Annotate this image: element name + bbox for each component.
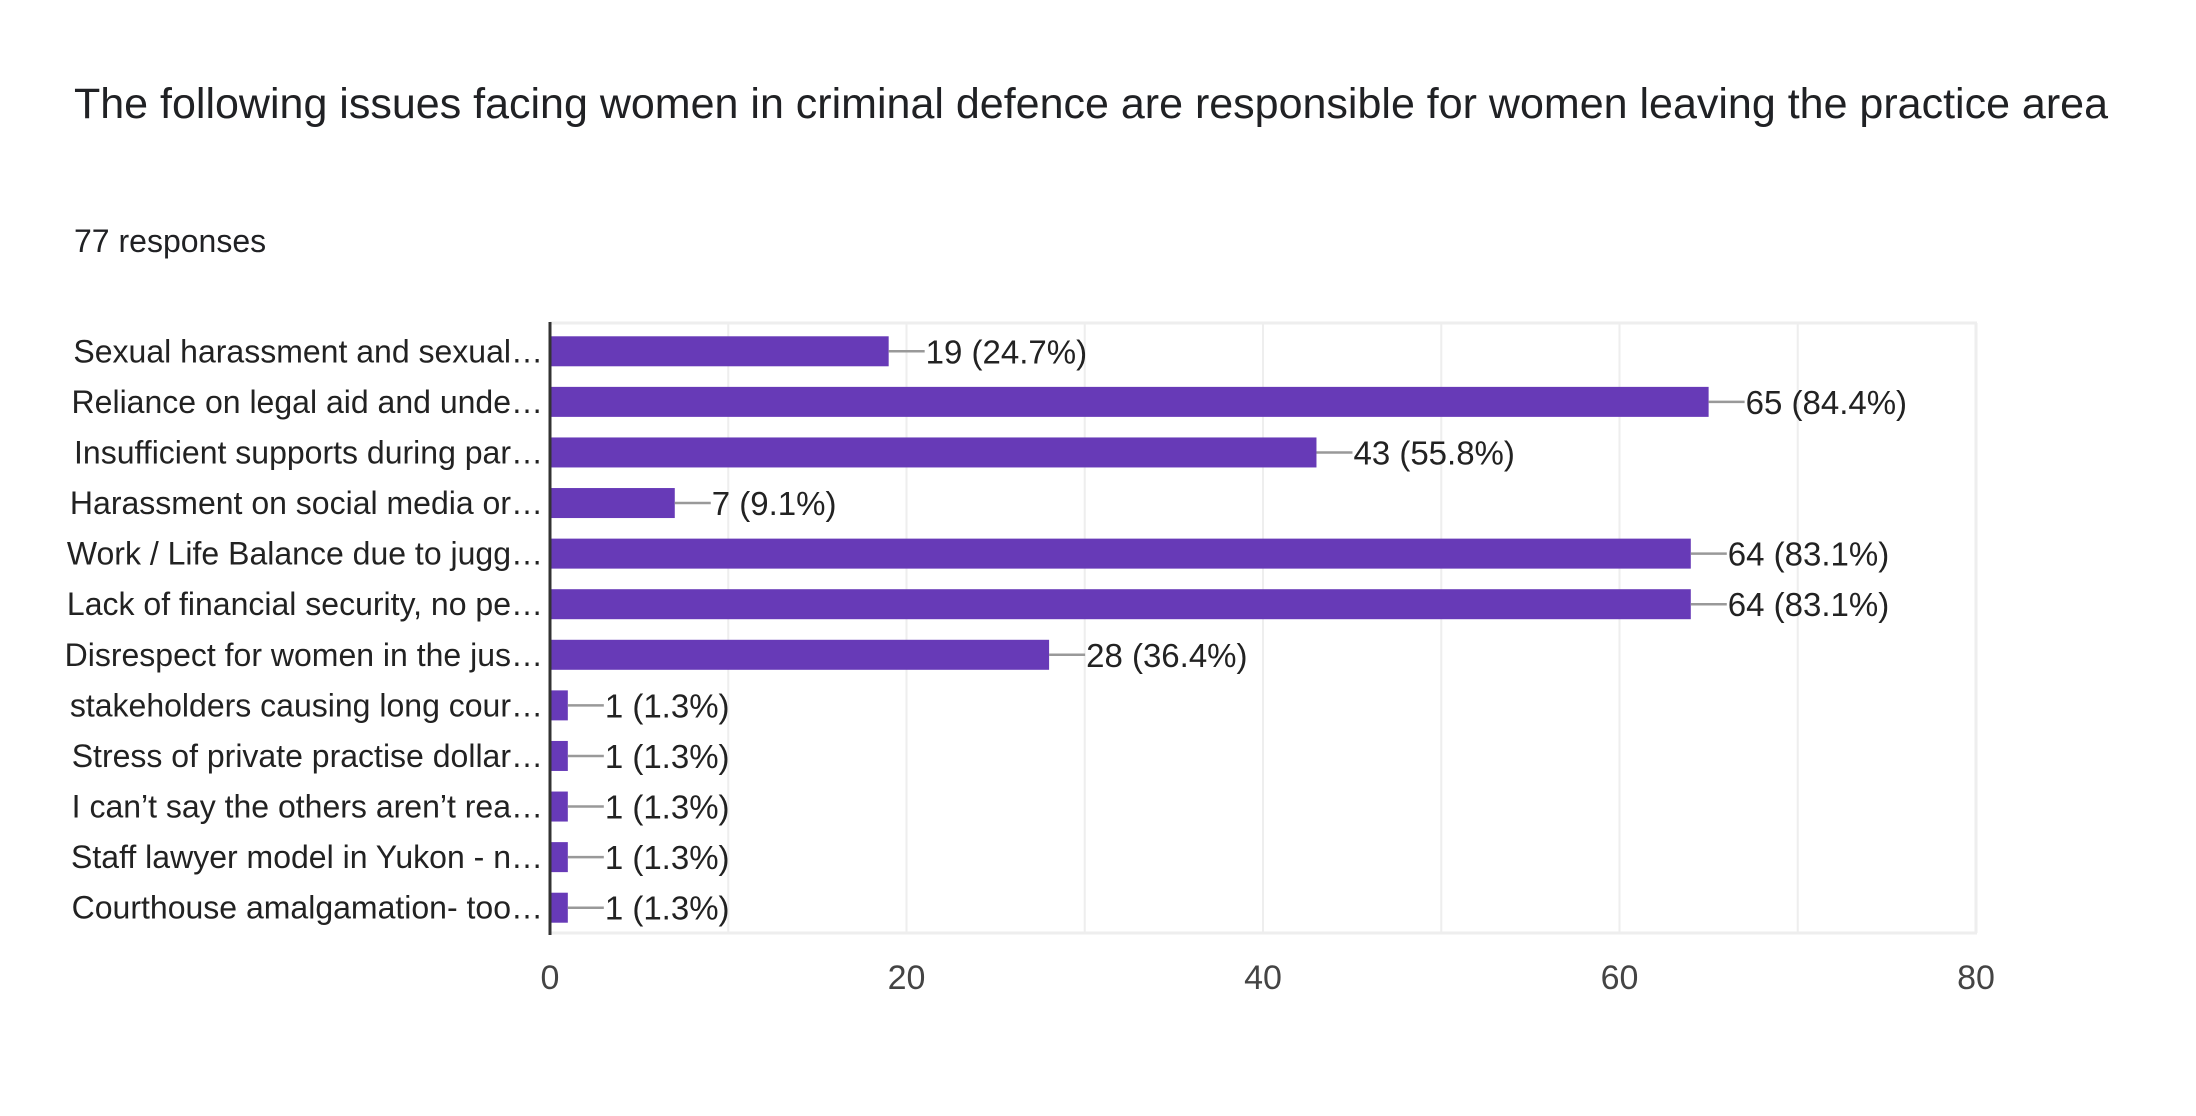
data-label: 64 (83.1%) — [1728, 586, 1889, 623]
data-label: 1 (1.3%) — [605, 687, 730, 724]
x-axis-ticks: 0 20 40 60 80 — [541, 959, 1995, 997]
category-labels: Sexual harassment and sexual… Reliance on… — [65, 333, 543, 925]
category-label: Lack of financial security, no pe… — [67, 586, 543, 622]
category-label: Stress of private practise dollar… — [72, 738, 543, 774]
response-count: 77 responses — [74, 223, 267, 259]
bar — [550, 336, 889, 367]
data-label: 1 (1.3%) — [605, 738, 730, 775]
category-label: Work / Life Balance due to jugg… — [67, 536, 543, 572]
x-tick-label: 80 — [1957, 959, 1995, 997]
bar — [550, 842, 568, 873]
x-tick-label: 0 — [541, 959, 560, 997]
data-label: 1 (1.3%) — [605, 789, 730, 826]
data-label: 1 (1.3%) — [605, 890, 730, 927]
chart-title: The following issues facing women in cri… — [74, 80, 2108, 128]
bar — [550, 538, 1691, 569]
bar — [550, 892, 568, 923]
data-labels: 19 (24.7%) 65 (84.4%) 43 (55.8%) 7 (9.1%) 64… — [567, 333, 1907, 927]
bar — [550, 740, 568, 771]
bar — [550, 488, 675, 519]
bars — [550, 336, 1709, 923]
x-tick-label: 40 — [1244, 959, 1282, 997]
data-label: 1 (1.3%) — [605, 839, 730, 876]
category-label: Sexual harassment and sexual… — [73, 333, 543, 369]
category-label: I can’t say the others aren’t rea… — [72, 789, 543, 825]
category-label: stakeholders causing long cour… — [70, 687, 543, 723]
bar — [550, 386, 1709, 417]
category-label: Staff lawyer model in Yukon - n… — [71, 839, 543, 875]
category-label: Reliance on legal aid and unde… — [72, 384, 543, 420]
bar — [550, 639, 1050, 670]
bar — [550, 791, 568, 822]
gridlines — [550, 321, 1978, 935]
bar — [550, 690, 568, 721]
data-label: 43 (55.8%) — [1353, 434, 1514, 471]
category-label: Harassment on social media or… — [70, 485, 543, 521]
bar — [550, 437, 1317, 468]
bar — [550, 589, 1691, 620]
data-label: 64 (83.1%) — [1728, 536, 1889, 573]
x-tick-label: 20 — [888, 959, 926, 997]
category-label: Courthouse amalgamation- too… — [72, 890, 543, 926]
x-tick-label: 60 — [1601, 959, 1639, 997]
category-label: Disrespect for women in the jus… — [65, 637, 543, 673]
data-label: 28 (36.4%) — [1086, 637, 1247, 674]
category-label: Insufficient supports during par… — [74, 434, 543, 470]
data-label: 7 (9.1%) — [712, 485, 837, 522]
data-label: 65 (84.4%) — [1746, 384, 1907, 421]
data-label: 19 (24.7%) — [926, 333, 1087, 370]
